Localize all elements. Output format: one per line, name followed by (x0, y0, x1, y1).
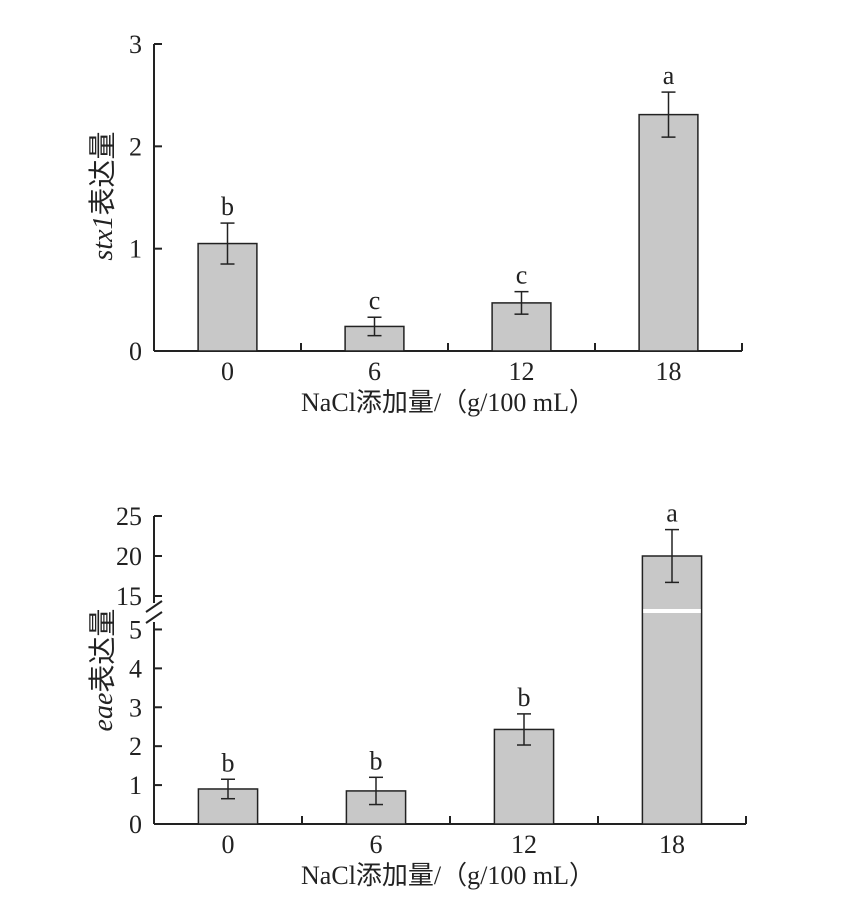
eae-y-tick-label: 2 (129, 732, 142, 761)
stx1-x-tick-label: 6 (368, 357, 381, 386)
stx1-x-tick-label: 0 (221, 357, 234, 386)
eae-x-tick-label: 0 (222, 830, 235, 859)
eae-y-tick-label: 4 (129, 654, 142, 683)
eae-y-tick-label: 1 (129, 771, 142, 800)
eae-y-tick-label: 0 (129, 810, 142, 839)
stx1-y-axis-title-gene: stx1 (88, 215, 119, 260)
eae-x-tick-label: 12 (511, 830, 537, 859)
eae-y-axis-title-suffix: 表达量 (87, 609, 119, 693)
eae-x-tick-labels: 0 6 12 18 (222, 830, 686, 859)
stx1-y-ticks: 0 1 2 3 (129, 30, 162, 366)
eae-y-tick-label: 25 (116, 502, 142, 531)
eae-axis-break-mark-lower (145, 611, 163, 624)
eae-y-axis-title: eae表达量 (87, 609, 119, 732)
eae-y-tick-label: 15 (116, 582, 142, 611)
stx1-bar-18 (638, 113, 699, 352)
stx1-y-tick-label: 0 (129, 337, 142, 366)
eae-axis-break-mark-upper (145, 600, 163, 613)
stx1-significance-label: c (516, 261, 528, 290)
eae-significance-label: b (370, 746, 383, 775)
stx1-x-tick-label: 18 (656, 357, 682, 386)
stx1-y-tick-label: 1 (129, 235, 142, 264)
eae-y-tick-label: 5 (129, 615, 142, 644)
stx1-x-axis-title: NaCl添加量/（g/100 mL） (301, 388, 595, 417)
eae-y-tick-label: 3 (129, 693, 142, 722)
eae-significance-label: b (222, 748, 235, 777)
eae-y-tick-label: 20 (116, 542, 142, 571)
stx1-significance-label: c (369, 286, 381, 315)
eae-y-axis-title-gene: eae (88, 693, 119, 732)
eae-significance-label: a (666, 499, 678, 528)
stx1-y-tick-label: 2 (129, 132, 142, 161)
stx1-y-axis-title: stx1表达量 (87, 131, 119, 260)
stx1-y-axis-title-suffix: 表达量 (87, 131, 119, 215)
eae-x-tick-label: 18 (659, 830, 685, 859)
eae-x-tick-label: 6 (370, 830, 383, 859)
stx1-bars: b c c a (197, 61, 699, 352)
stx1-y-tick-label: 3 (129, 30, 142, 59)
stx1-x-tick-label: 12 (509, 357, 535, 386)
eae-bar-18 (641, 555, 703, 825)
stx1-x-tick-labels: 0 6 12 18 (221, 357, 682, 386)
eae-significance-label: b (518, 683, 531, 712)
eae-y-ticks: 0 1 2 3 4 5 15 20 25 (116, 502, 162, 839)
stx1-significance-label: a (663, 61, 675, 90)
eae-x-axis-title: NaCl添加量/（g/100 mL） (301, 861, 595, 890)
stx1-significance-label: b (221, 192, 234, 221)
eae-bars: b b b a (197, 499, 703, 825)
eae-bar-break-band (643, 609, 701, 613)
